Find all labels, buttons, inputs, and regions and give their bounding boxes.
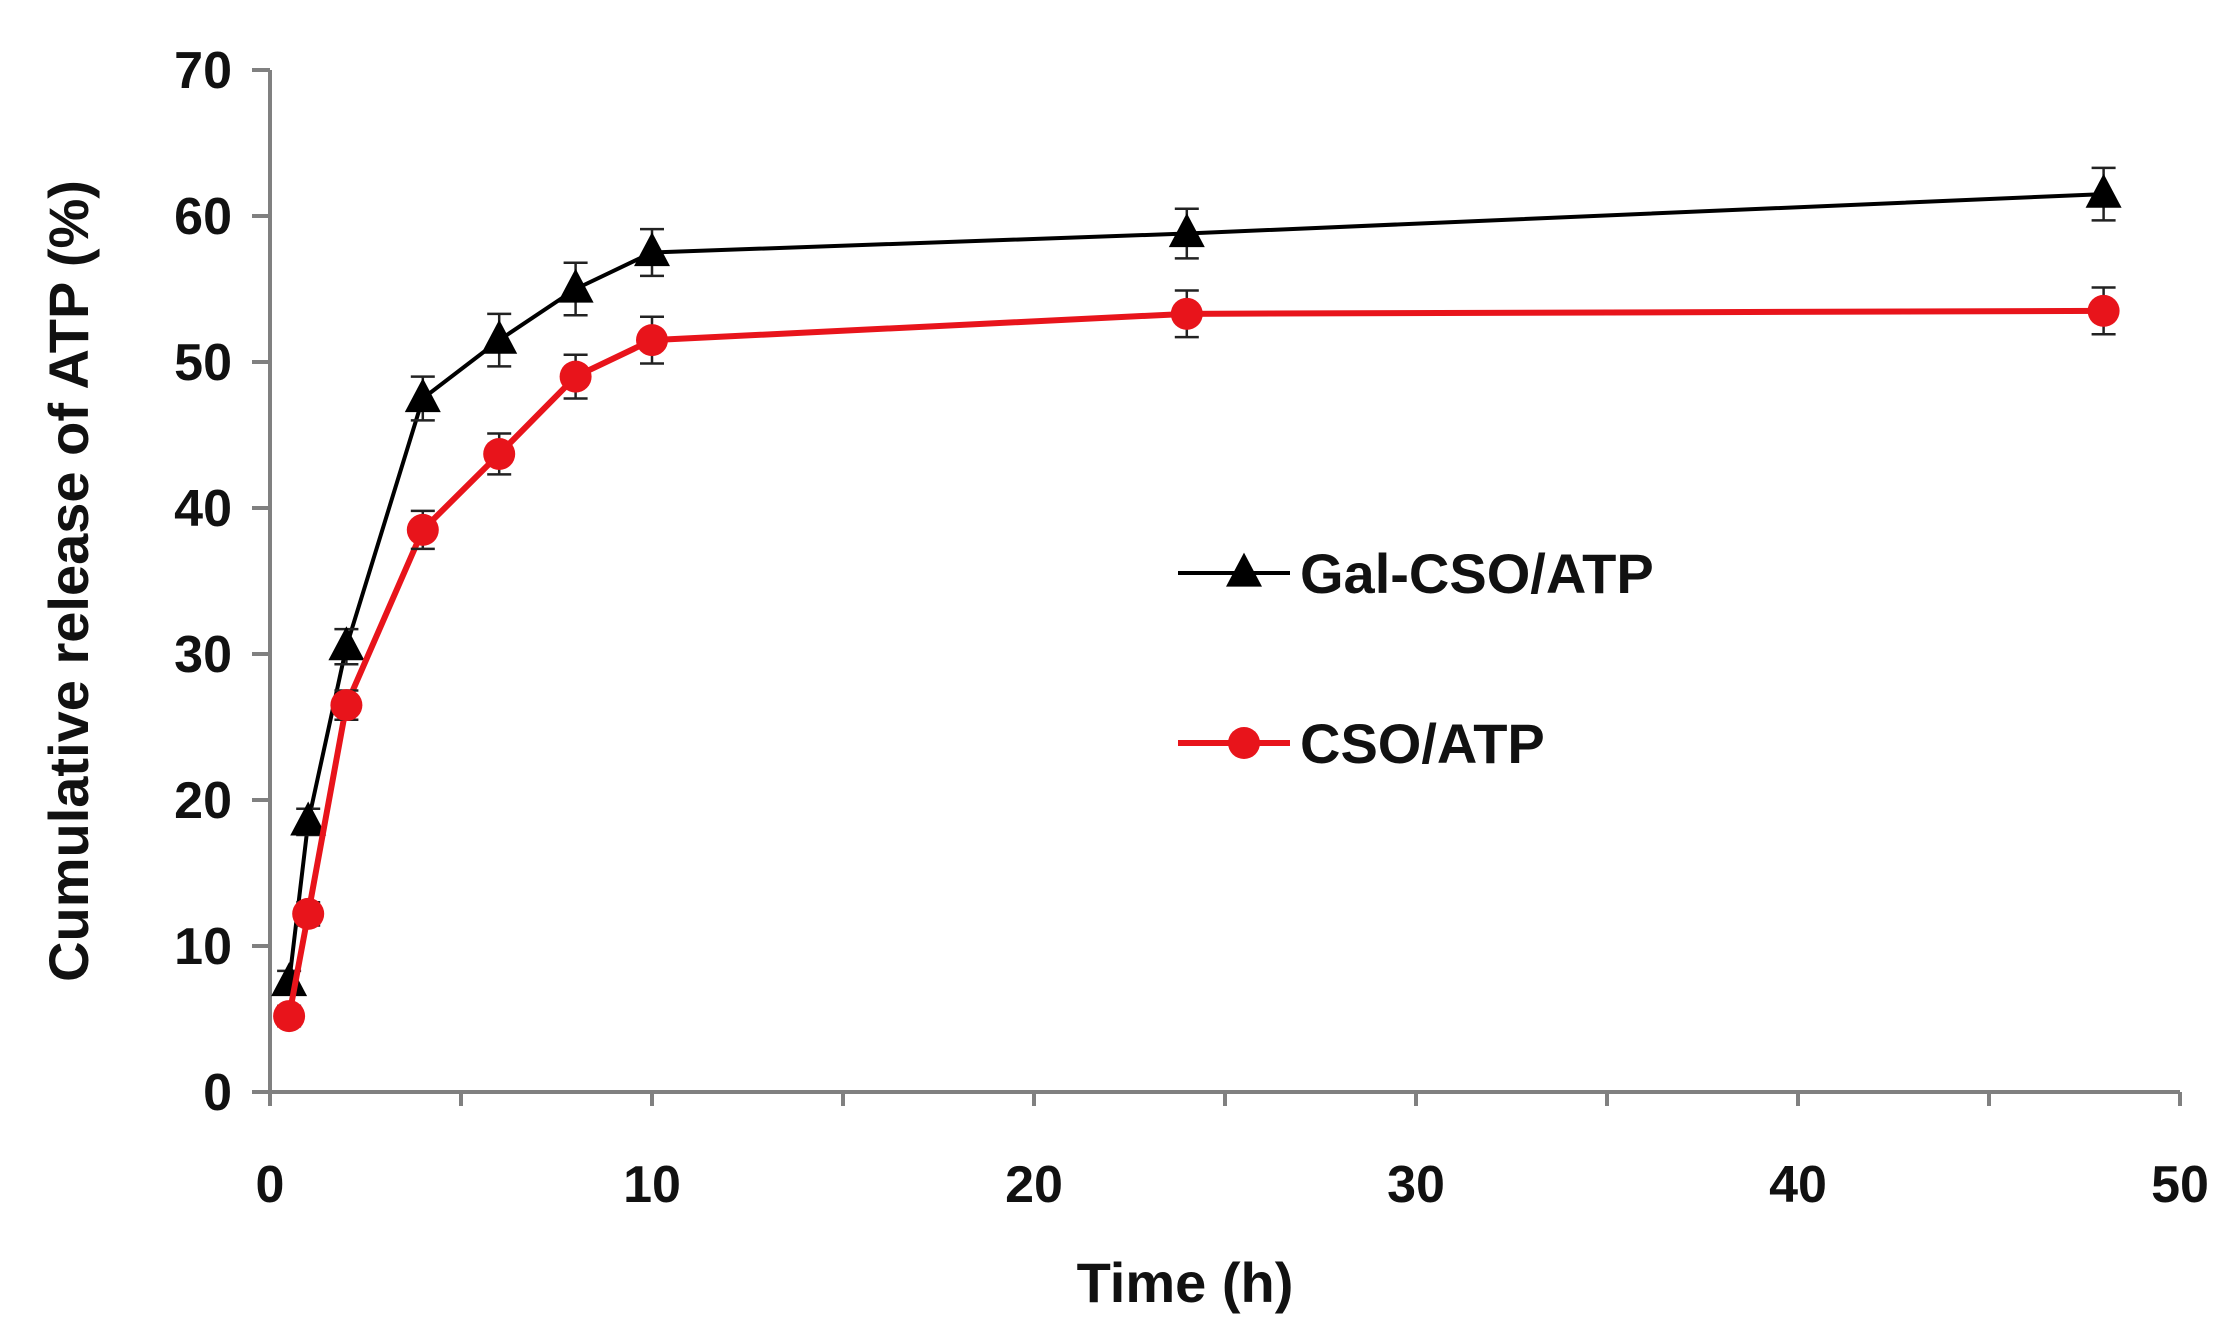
- series-gal-cso-atp: [271, 166, 2122, 997]
- legend-label: CSO/ATP: [1300, 712, 1545, 775]
- triangle-marker-icon: [1226, 552, 1262, 587]
- y-axis-title: Cumulative release of ATP (%): [37, 180, 100, 982]
- legend-item: Gal-CSO/ATP: [1178, 542, 1654, 605]
- x-tick-label: 50: [2151, 1156, 2209, 1214]
- data-point: [404, 378, 441, 413]
- data-point: [290, 801, 327, 836]
- y-tick-label: 40: [174, 480, 232, 538]
- data-point: [273, 1000, 306, 1033]
- data-point: [481, 319, 518, 354]
- y-tick-label: 70: [174, 42, 232, 100]
- legend-label: Gal-CSO/ATP: [1300, 542, 1654, 605]
- data-point: [271, 962, 308, 997]
- x-tick-label: 40: [1769, 1156, 1827, 1214]
- data-point: [559, 360, 592, 393]
- data-point: [1168, 213, 1205, 248]
- data-point: [406, 513, 439, 546]
- legend-item: CSO/ATP: [1178, 712, 1545, 775]
- axes: 0 10 20 30 40 50 60 70 0 10 20 30 40 50: [174, 42, 2209, 1214]
- legend: Gal-CSO/ATP CSO/ATP: [1178, 542, 1654, 775]
- y-tick-label: 20: [174, 772, 232, 830]
- data-point: [636, 324, 668, 357]
- data-point: [328, 626, 365, 661]
- data-point: [292, 897, 325, 930]
- y-ticks: 0 10 20 30 40 50 60 70: [174, 42, 270, 1122]
- data-point: [2087, 294, 2120, 327]
- y-tick-label: 10: [174, 918, 232, 976]
- circle-marker-icon: [1228, 727, 1260, 759]
- y-tick-label: 60: [174, 188, 232, 246]
- x-tick-label: 10: [623, 1156, 681, 1214]
- x-tick-label: 0: [256, 1156, 285, 1214]
- data-point: [634, 232, 670, 267]
- series-layer: [271, 166, 2122, 1033]
- y-tick-label: 0: [203, 1064, 232, 1122]
- data-point: [2085, 173, 2122, 208]
- x-tick-label: 20: [1005, 1156, 1063, 1214]
- data-point: [330, 689, 363, 722]
- x-ticks: 0 10 20 30 40 50: [256, 1092, 2209, 1214]
- x-tick-label: 30: [1387, 1156, 1445, 1214]
- y-tick-label: 50: [174, 334, 232, 392]
- data-point: [483, 437, 516, 470]
- data-point: [557, 268, 594, 303]
- series-cso-atp: [273, 286, 2120, 1033]
- y-tick-label: 30: [174, 626, 232, 684]
- series-line: [286, 307, 2104, 1017]
- x-axis-title: Time (h): [1077, 1251, 1294, 1314]
- data-point: [1170, 297, 1203, 330]
